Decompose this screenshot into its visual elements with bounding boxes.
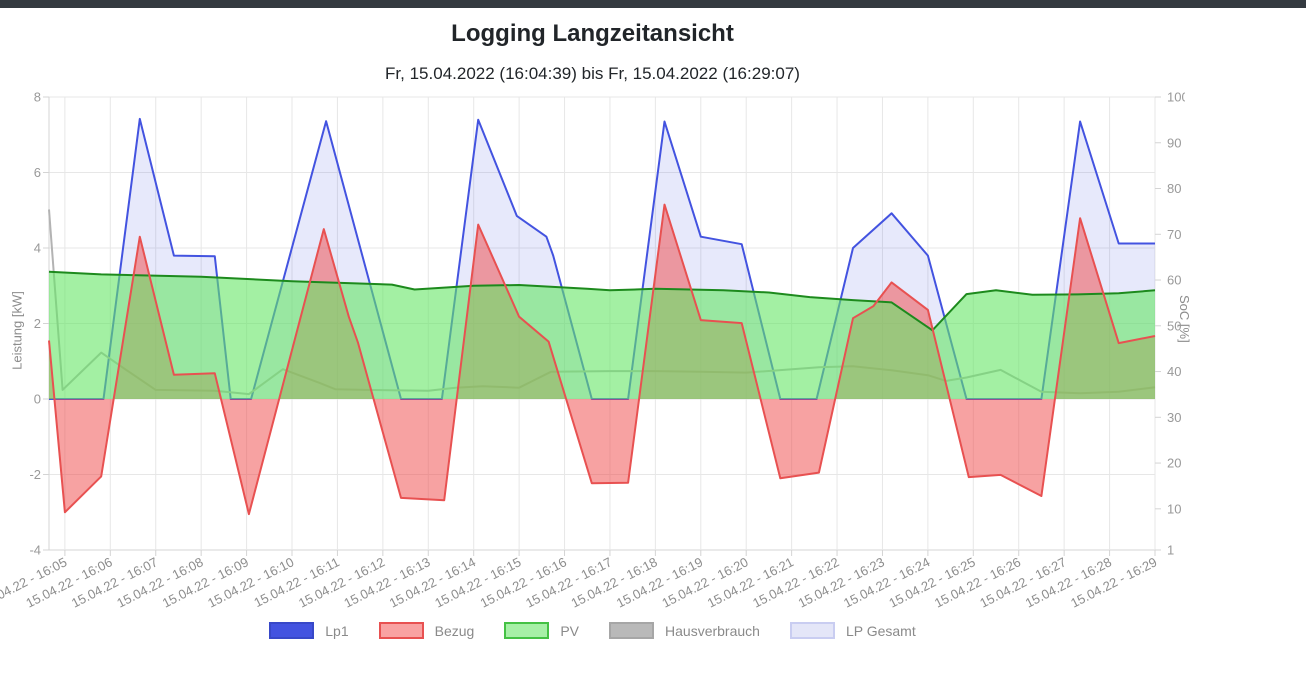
legend-swatch-lp-gesamt — [789, 622, 835, 639]
legend-swatch-bezug — [378, 622, 424, 639]
y-right-tick-label: 90 — [1167, 135, 1181, 150]
legend-label: PV — [560, 622, 580, 639]
y-right-tick-label: 20 — [1167, 456, 1181, 471]
legend-label: Lp1 — [325, 622, 349, 639]
series-pv-area — [49, 271, 1155, 399]
series-bezug-line — [48, 203, 1156, 516]
legend-label: Hausverbrauch — [665, 622, 760, 639]
chart-title: Logging Langzeitansicht — [451, 20, 734, 47]
legend-item-hausverbrauch[interactable]: Hausverbrauch — [609, 622, 760, 639]
legend-label: Bezug — [434, 622, 475, 639]
y-right-tick-label: 10 — [1167, 501, 1181, 516]
y-right-tick-label: 1 — [1167, 543, 1174, 558]
y-left-tick-label: 0 — [34, 392, 41, 407]
y-left-tick-label: 4 — [34, 241, 41, 256]
y-left-tick-label: 8 — [34, 90, 41, 105]
y-right-tick-label: 80 — [1167, 181, 1181, 196]
top-navbar-strip — [0, 0, 1306, 8]
legend-swatch-lp1 — [269, 622, 315, 639]
series — [48, 117, 1156, 516]
y-right-tick-label: 50 — [1167, 318, 1181, 333]
legend-item-pv[interactable]: PV — [504, 622, 579, 639]
legend-item-lp1[interactable]: Lp1 — [269, 622, 349, 639]
series-pv-line — [48, 270, 1156, 332]
y-right-tick-label: 30 — [1167, 410, 1181, 425]
legend-label: LP Gesamt — [845, 622, 916, 639]
chart-legend: Lp1 Bezug PV Hausverbrauch LP Gesamt — [0, 622, 1185, 639]
y-right-tick-label: 70 — [1167, 227, 1181, 242]
chart-container: Logging Langzeitansicht Fr, 15.04.2022 (… — [0, 0, 1192, 639]
y-left-tick-label: -4 — [29, 543, 41, 558]
y-right-tick-label: 100 — [1167, 90, 1185, 105]
y-left-tick-label: -2 — [29, 467, 41, 482]
y-left-tick-label: 6 — [34, 165, 41, 180]
legend-swatch-hausverbrauch — [609, 622, 655, 639]
legend-swatch-pv — [504, 622, 550, 639]
y-right-tick-label: 60 — [1167, 273, 1181, 288]
legend-item-bezug[interactable]: Bezug — [378, 622, 475, 639]
legend-item-lp-gesamt[interactable]: LP Gesamt — [789, 622, 916, 639]
chart-subtitle: Fr, 15.04.2022 (16:04:39) bis Fr, 15.04.… — [385, 64, 800, 83]
y-right-tick-label: 40 — [1167, 364, 1181, 379]
chart-canvas[interactable]: 86420-2-4100908070605040302010115.04.22 … — [0, 0, 1185, 620]
y-left-tick-label: 2 — [34, 316, 41, 331]
